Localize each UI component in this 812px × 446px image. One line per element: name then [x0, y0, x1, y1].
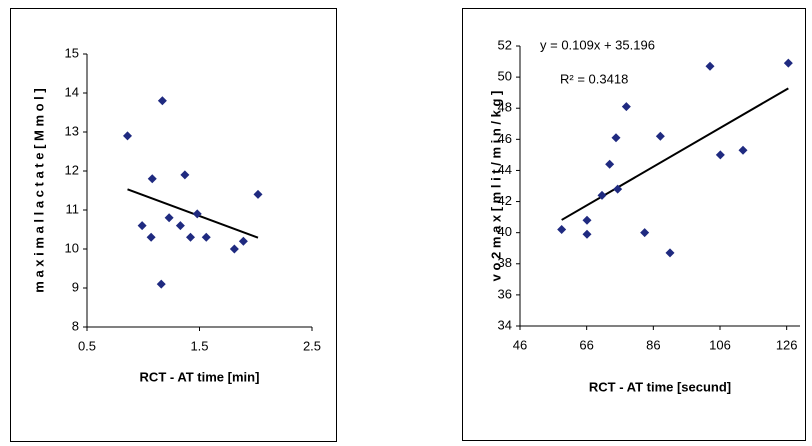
x-tick-label: 106 [709, 337, 731, 352]
y-tick-label: 10 [65, 240, 79, 255]
data-point [655, 131, 665, 141]
data-point [253, 189, 263, 199]
data-point [175, 221, 185, 231]
data-point [164, 213, 174, 223]
data-point [146, 232, 156, 242]
y-tick-label: 9 [72, 279, 79, 294]
data-point [611, 133, 621, 143]
y-tick-label: 40 [498, 224, 512, 239]
data-point [186, 232, 195, 242]
y-tick-label: 14 [65, 84, 79, 99]
x-tick-label: 126 [776, 337, 798, 352]
data-point [557, 225, 567, 235]
y-tick-label: 34 [498, 317, 512, 332]
x-tick-label: 66 [579, 337, 593, 352]
data-point [201, 232, 211, 242]
left-frame [10, 8, 337, 442]
data-point [238, 236, 248, 246]
data-point [180, 170, 190, 180]
x-tick-label: 2.5 [303, 338, 321, 353]
data-point [147, 174, 157, 184]
y-tick-label: 42 [498, 193, 512, 208]
annotation: R² = 0.3418 [560, 71, 628, 86]
data-point [665, 248, 675, 258]
right-frame [462, 8, 806, 441]
data-point [715, 150, 725, 160]
data-point [605, 159, 615, 169]
data-point [137, 221, 147, 231]
y-tick-label: 46 [498, 131, 512, 146]
data-point [229, 244, 239, 254]
y-axis-title: v o 2 m a x [ m l i t / m i n / k g ] [488, 91, 503, 282]
data-point [597, 190, 607, 200]
x-tick-label: 1.5 [190, 338, 208, 353]
data-point [582, 229, 592, 239]
data-point [156, 279, 166, 289]
y-tick-label: 44 [498, 162, 512, 177]
y-tick-label: 36 [498, 286, 512, 301]
y-tick-label: 13 [65, 123, 79, 138]
data-point [123, 131, 132, 141]
y-tick-label: 38 [498, 255, 512, 270]
data-point [582, 215, 592, 225]
y-tick-label: 50 [498, 69, 512, 84]
y-tick-label: 11 [66, 201, 80, 216]
data-point [705, 61, 715, 71]
y-tick-label: 15 [65, 45, 79, 60]
data-point [192, 209, 202, 219]
y-tick-label: 12 [65, 162, 79, 177]
y-tick-label: 8 [72, 318, 79, 333]
x-axis-title: RCT - AT time [min] [140, 369, 260, 384]
data-point [640, 228, 650, 238]
data-point [613, 184, 623, 194]
data-point [783, 58, 793, 68]
data-point [738, 145, 748, 155]
data-point [621, 102, 631, 112]
x-tick-label: 86 [646, 337, 660, 352]
trendline [561, 87, 789, 221]
x-tick-label: 46 [513, 337, 527, 352]
y-tick-label: 48 [498, 100, 512, 115]
y-tick-label: 52 [498, 37, 512, 52]
trendline [127, 188, 259, 239]
annotation: y = 0.109x + 35.196 [540, 37, 655, 52]
x-axis-title: RCT - AT time [secund] [589, 379, 731, 394]
x-tick-label: 0.5 [78, 338, 96, 353]
y-axis-title: m a x i m a l l a c t a t e [ M m o l ] [31, 88, 46, 292]
data-point [157, 96, 167, 106]
